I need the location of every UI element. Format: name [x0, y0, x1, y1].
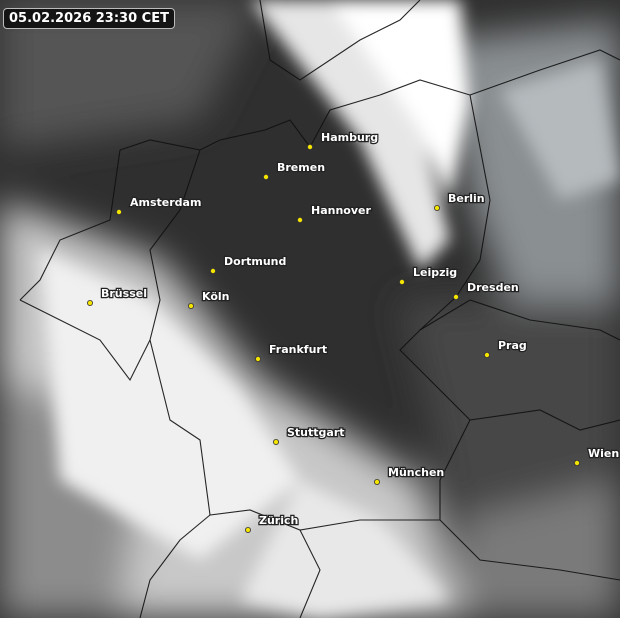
city-dot — [244, 527, 251, 534]
city-label: Frankfurt — [269, 343, 327, 356]
city-label: Bremen — [277, 161, 325, 174]
city-label: Dortmund — [224, 255, 286, 268]
city-marker-köln[interactable]: Köln — [187, 289, 231, 309]
city-label: Zürich — [259, 514, 298, 527]
timestamp-label: 05.02.2026 23:30 CET — [3, 8, 175, 29]
city-marker-zürich[interactable]: Zürich — [244, 513, 300, 534]
city-label: Köln — [202, 290, 230, 303]
city-dot — [452, 293, 459, 300]
city-dot — [262, 173, 269, 180]
city-marker-brüssel[interactable]: Brüssel — [87, 286, 148, 306]
city-dot — [296, 216, 303, 223]
city-marker-dresden[interactable]: Dresden — [452, 280, 520, 300]
city-dot — [209, 267, 216, 274]
country-borders — [19, 0, 620, 618]
city-label: Prag — [498, 339, 527, 352]
city-marker-bremen[interactable]: Bremen — [262, 160, 326, 180]
city-marker-berlin[interactable]: Berlin — [433, 191, 486, 211]
city-dot — [398, 278, 405, 285]
city-marker-münchen[interactable]: München — [373, 465, 446, 485]
city-dot — [483, 351, 490, 358]
city-marker-prag[interactable]: Prag — [483, 338, 528, 358]
city-label: Berlin — [448, 192, 485, 205]
city-marker-hamburg[interactable]: Hamburg — [306, 130, 379, 150]
city-label: Wien — [588, 447, 619, 460]
city-marker-amsterdam[interactable]: Amsterdam — [116, 195, 203, 215]
city-label: Amsterdam — [130, 196, 201, 209]
city-dot — [254, 355, 261, 362]
city-dot — [306, 143, 313, 150]
city-marker-hannover[interactable]: Hannover — [296, 203, 373, 223]
city-marker-stuttgart[interactable]: Stuttgart — [272, 425, 346, 445]
city-dot — [187, 302, 194, 309]
city-dot — [373, 478, 380, 485]
city-marker-wien[interactable]: Wien — [574, 446, 620, 466]
city-label: Hannover — [311, 204, 371, 217]
city-label: München — [388, 466, 444, 479]
city-marker-frankfurt[interactable]: Frankfurt — [254, 342, 328, 362]
city-dot — [433, 204, 440, 211]
city-dot — [272, 438, 279, 445]
city-dot — [87, 299, 94, 306]
city-markers: Hamburg Bremen Amsterdam Hannover Berlin Dort… — [87, 130, 620, 534]
city-label: Brüssel — [101, 287, 147, 300]
city-label: Dresden — [467, 281, 519, 294]
city-label: Leipzig — [413, 266, 457, 279]
city-dot — [116, 208, 123, 215]
city-marker-leipzig[interactable]: Leipzig — [398, 265, 458, 285]
city-label: Hamburg — [321, 131, 378, 144]
city-label: Stuttgart — [287, 426, 345, 439]
city-dot — [574, 459, 581, 466]
city-marker-dortmund[interactable]: Dortmund — [209, 254, 288, 274]
